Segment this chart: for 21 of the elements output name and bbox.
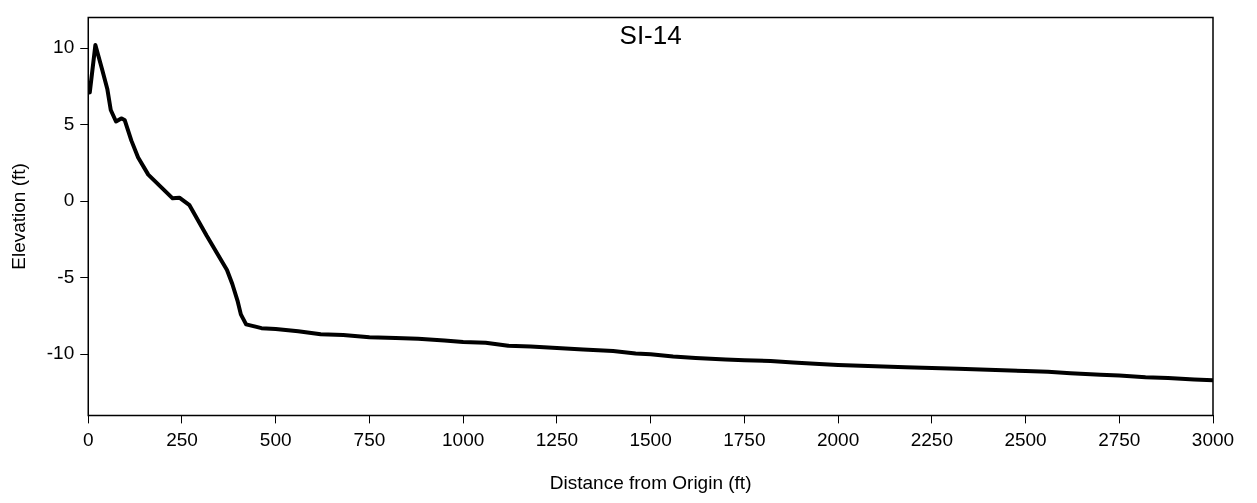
- y-tick-label: -10: [46, 342, 75, 364]
- x-tick-label: 2750: [1098, 429, 1141, 451]
- x-tick-label: 1500: [629, 429, 672, 451]
- x-tick-label: 500: [259, 429, 292, 451]
- chart-title: SI-14: [619, 19, 682, 50]
- x-axis-title: Distance from Origin (ft): [549, 471, 752, 493]
- x-tick-label: 0: [82, 429, 94, 451]
- y-tick-label: 0: [63, 189, 75, 211]
- x-tick-label: 2000: [816, 429, 860, 451]
- x-tick-label: 2250: [910, 429, 953, 451]
- y-axis-title: Elevation (ft): [7, 163, 29, 270]
- y-tick-label: -5: [57, 265, 75, 287]
- x-tick-label: 2500: [1004, 429, 1047, 451]
- y-tick-label: 5: [63, 112, 75, 134]
- x-tick-label: 1250: [535, 429, 579, 451]
- x-tick-label: 250: [166, 429, 198, 451]
- x-tick-label: 1750: [723, 429, 766, 451]
- x-tick-label: 750: [353, 429, 386, 451]
- x-tick-label: 3000: [1191, 429, 1235, 451]
- y-tick-label: 10: [53, 36, 75, 58]
- x-tick-label: 1000: [442, 429, 485, 451]
